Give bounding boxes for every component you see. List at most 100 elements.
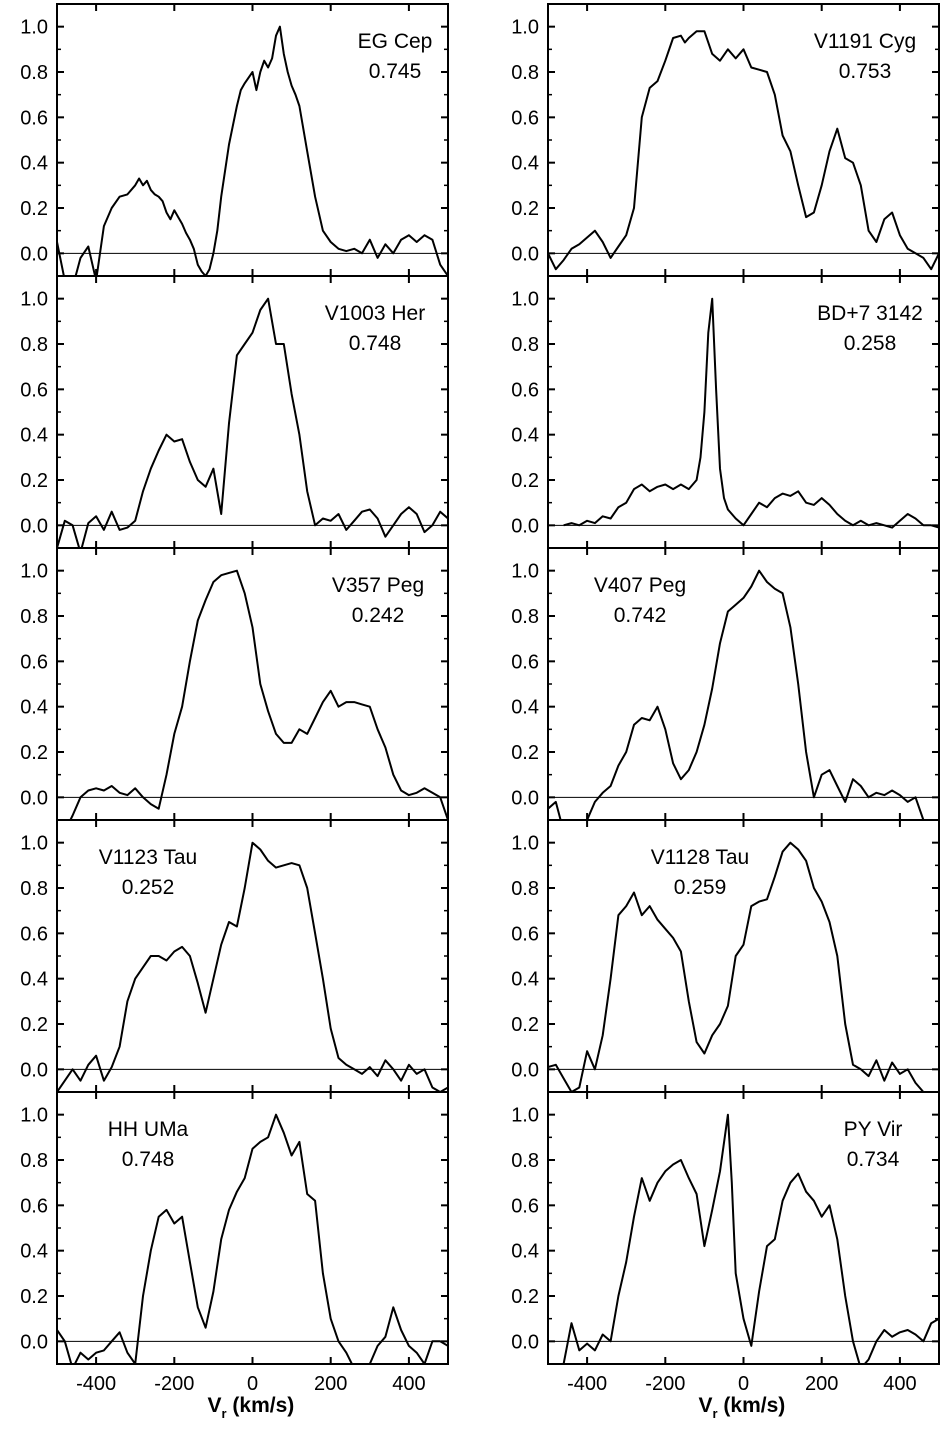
y-tick-label: 0.0 bbox=[511, 515, 539, 537]
x-tick-label: 200 bbox=[805, 1373, 838, 1395]
profile-line bbox=[57, 1113, 448, 1364]
y-tick-label: 0.4 bbox=[511, 153, 539, 175]
x-tick-label: -400 bbox=[76, 1373, 116, 1395]
y-tick-label: 0.6 bbox=[20, 1195, 48, 1217]
y-tick-label: 1.0 bbox=[511, 561, 539, 583]
y-tick-label: 1.0 bbox=[20, 561, 48, 583]
y-tick-label: 0.4 bbox=[20, 969, 48, 991]
y-tick-label: 0.0 bbox=[20, 515, 48, 537]
panel-v407-peg: 0.0 0.2 0.4 0.6 0.8 1.0 V407 Peg 0.742 bbox=[511, 547, 940, 821]
star-name-label: V1003 Her bbox=[325, 302, 425, 325]
y-tick-label: 0.2 bbox=[511, 470, 539, 492]
phase-label: 0.742 bbox=[614, 604, 667, 627]
y-tick-label: 0.2 bbox=[20, 470, 48, 492]
phase-label: 0.748 bbox=[122, 1148, 175, 1171]
phase-label: 0.748 bbox=[349, 332, 402, 355]
y-tick-label: 0.2 bbox=[20, 1286, 48, 1308]
phase-label: 0.242 bbox=[352, 604, 405, 627]
y-tick-label: 0.8 bbox=[511, 1150, 539, 1172]
panel-v357-peg: 0.0 0.2 0.4 0.6 0.8 1.0 V357 Peg 0.242 bbox=[20, 547, 449, 821]
panel-py-vir: 0.0 0.2 0.4 0.6 0.8 1.0 PY Vir 0.734 -400 -200 0 20… bbox=[511, 1091, 940, 1421]
panel-v1191-cyg: 0.0 0.2 0.4 0.6 0.8 1.0 V1191 Cyg 0.753 bbox=[511, 3, 940, 277]
y-tick-label: 0.8 bbox=[20, 334, 48, 356]
y-tick-label: 0.4 bbox=[20, 425, 48, 447]
y-tick-label: 0.6 bbox=[20, 379, 48, 401]
star-name-label: V1191 Cyg bbox=[814, 30, 916, 53]
y-tick-label: 0.0 bbox=[20, 1059, 48, 1081]
y-tick-label: 0.2 bbox=[20, 198, 48, 220]
y-tick-label: 0.8 bbox=[511, 878, 539, 900]
y-tick-label: 0.4 bbox=[511, 425, 539, 447]
x-tick-label: 0 bbox=[738, 1373, 749, 1395]
profile-line bbox=[548, 30, 939, 271]
panel-hh-uma: 0.0 0.2 0.4 0.6 0.8 1.0 HH UMa 0.748 -400 -200 0 20… bbox=[20, 1091, 449, 1421]
y-tick-label: 0.6 bbox=[511, 651, 539, 673]
panel-v1128-tau: 0.0 0.2 0.4 0.6 0.8 1.0 V1128 Tau 0.259 bbox=[511, 819, 940, 1093]
y-tick-label: 1.0 bbox=[20, 833, 48, 855]
star-name-label: BD+7 3142 bbox=[817, 302, 923, 325]
star-name-label: V357 Peg bbox=[332, 574, 424, 597]
y-tick-label: 0.4 bbox=[20, 153, 48, 175]
y-tick-label: 0.8 bbox=[20, 1150, 48, 1172]
y-tick-label: 0.2 bbox=[20, 742, 48, 764]
y-tick-label: 0.8 bbox=[20, 606, 48, 628]
y-tick-label: 1.0 bbox=[511, 289, 539, 311]
phase-label: 0.734 bbox=[847, 1148, 900, 1171]
y-tick-label: 0.8 bbox=[20, 62, 48, 84]
profile-line bbox=[57, 25, 448, 276]
y-tick-label: 0.6 bbox=[511, 107, 539, 129]
y-tick-label: 1.0 bbox=[511, 17, 539, 39]
y-tick-label: 0.6 bbox=[20, 651, 48, 673]
y-tick-label: 0.8 bbox=[511, 62, 539, 84]
y-tick-label: 0.0 bbox=[511, 243, 539, 265]
panel-v1123-tau: 0.0 0.2 0.4 0.6 0.8 1.0 V1123 Tau 0.252 bbox=[20, 819, 449, 1093]
y-tick-label: 0.8 bbox=[511, 334, 539, 356]
phase-label: 0.258 bbox=[844, 332, 897, 355]
y-tick-label: 0.6 bbox=[511, 1195, 539, 1217]
x-tick-label: 400 bbox=[392, 1373, 425, 1395]
x-tick-label: -200 bbox=[645, 1373, 685, 1395]
y-tick-label: 0.0 bbox=[511, 1331, 539, 1353]
y-tick-label: 0.6 bbox=[20, 923, 48, 945]
y-tick-label: 0.4 bbox=[511, 969, 539, 991]
y-tick-label: 0.2 bbox=[511, 1014, 539, 1036]
phase-label: 0.259 bbox=[674, 876, 727, 899]
x-axis-title: Vr (km/s) bbox=[699, 1394, 786, 1421]
y-tick-label: 0.0 bbox=[511, 1059, 539, 1081]
y-tick-label: 0.0 bbox=[20, 243, 48, 265]
y-tick-label: 0.2 bbox=[511, 198, 539, 220]
y-tick-label: 0.6 bbox=[20, 107, 48, 129]
profile-line bbox=[57, 841, 448, 1092]
star-name-label: HH UMa bbox=[108, 1118, 189, 1141]
y-tick-label: 0.2 bbox=[511, 1286, 539, 1308]
panel-eg-cep: 0.0 0.2 0.4 0.6 0.8 1.0 EG Cep 0.745 bbox=[20, 3, 449, 277]
x-tick-label: -400 bbox=[567, 1373, 607, 1395]
y-tick-label: 1.0 bbox=[20, 1105, 48, 1127]
star-name-label: EG Cep bbox=[358, 30, 433, 53]
y-tick-label: 1.0 bbox=[20, 17, 48, 39]
profile-line bbox=[69, 569, 448, 820]
phase-label: 0.252 bbox=[122, 876, 175, 899]
y-tick-label: 0.4 bbox=[511, 697, 539, 719]
x-tick-label: 400 bbox=[883, 1373, 916, 1395]
phase-label: 0.745 bbox=[369, 60, 422, 83]
y-tick-label: 0.6 bbox=[511, 923, 539, 945]
y-tick-label: 0.8 bbox=[20, 878, 48, 900]
y-tick-label: 0.4 bbox=[20, 1241, 48, 1263]
y-tick-label: 0.2 bbox=[511, 742, 539, 764]
y-tick-label: 1.0 bbox=[511, 833, 539, 855]
y-tick-label: 0.4 bbox=[20, 697, 48, 719]
x-tick-label: -200 bbox=[154, 1373, 194, 1395]
star-name-label: V1128 Tau bbox=[651, 846, 749, 869]
panel-v1003-her: 0.0 0.2 0.4 0.6 0.8 1.0 V1003 Her 0.748 bbox=[20, 275, 449, 549]
y-tick-label: 0.6 bbox=[511, 379, 539, 401]
x-tick-label: 200 bbox=[314, 1373, 347, 1395]
y-tick-label: 0.4 bbox=[511, 1241, 539, 1263]
y-tick-label: 0.0 bbox=[20, 1331, 48, 1353]
profile-line bbox=[562, 1113, 939, 1364]
profile-line bbox=[548, 569, 939, 820]
y-tick-label: 0.0 bbox=[511, 787, 539, 809]
y-tick-label: 1.0 bbox=[20, 289, 48, 311]
y-tick-label: 0.8 bbox=[511, 606, 539, 628]
